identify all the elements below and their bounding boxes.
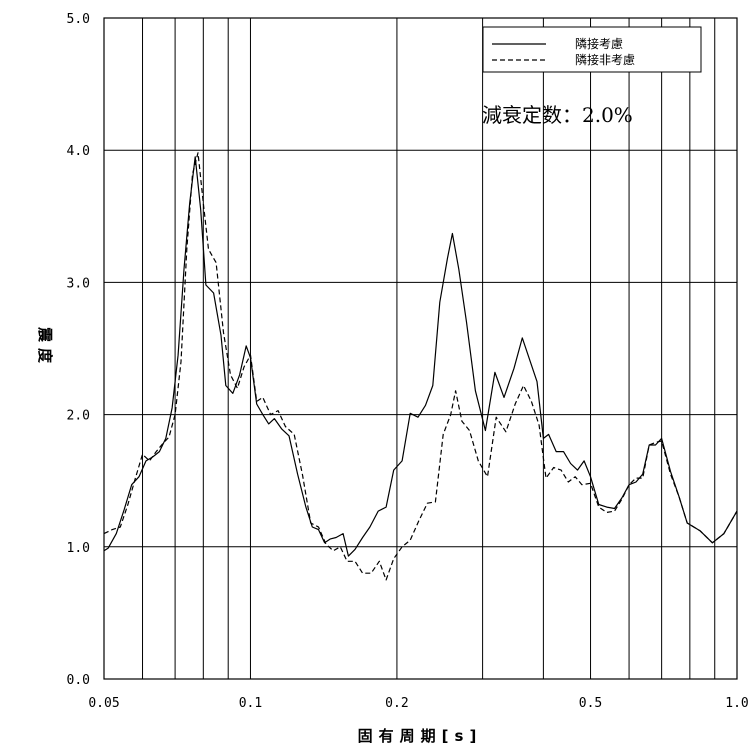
damping-annotation: 減衰定数：2.0% bbox=[482, 103, 633, 127]
legend: 隣接考慮 隣接非考慮 bbox=[482, 26, 702, 73]
x-tick-label: 0.2 bbox=[385, 696, 408, 711]
x-tick-label: 0.1 bbox=[239, 696, 262, 711]
x-tick-label: 1.0 bbox=[725, 696, 748, 711]
y-tick-label: 2.0 bbox=[67, 409, 90, 424]
y-tick-label: 3.0 bbox=[67, 276, 90, 291]
series-line-dashed bbox=[103, 152, 738, 581]
y-tick-label: 0.0 bbox=[67, 673, 90, 688]
y-axis-label: 震度 bbox=[36, 327, 54, 369]
x-axis-label: 固有周期[s] bbox=[358, 727, 483, 745]
x-tick-label: 0.5 bbox=[579, 696, 602, 711]
y-tick-label: 4.0 bbox=[67, 144, 90, 159]
legend-label-solid: 隣接考慮 bbox=[575, 36, 623, 51]
series-layer bbox=[103, 152, 738, 581]
legend-label-dashed: 隣接非考慮 bbox=[575, 52, 635, 67]
legend-box bbox=[482, 26, 702, 73]
series-line-solid bbox=[103, 156, 738, 557]
grid bbox=[103, 17, 738, 680]
y-tick-label: 5.0 bbox=[67, 12, 90, 27]
x-tick-label: 0.05 bbox=[88, 696, 119, 711]
y-tick-label: 1.0 bbox=[67, 541, 90, 556]
plot-frame bbox=[103, 17, 738, 680]
tick-labels: 0.0 1.0 2.0 3.0 4.0 5.0 0.05 0.1 0.2 0.5 1.0 bbox=[67, 12, 749, 711]
